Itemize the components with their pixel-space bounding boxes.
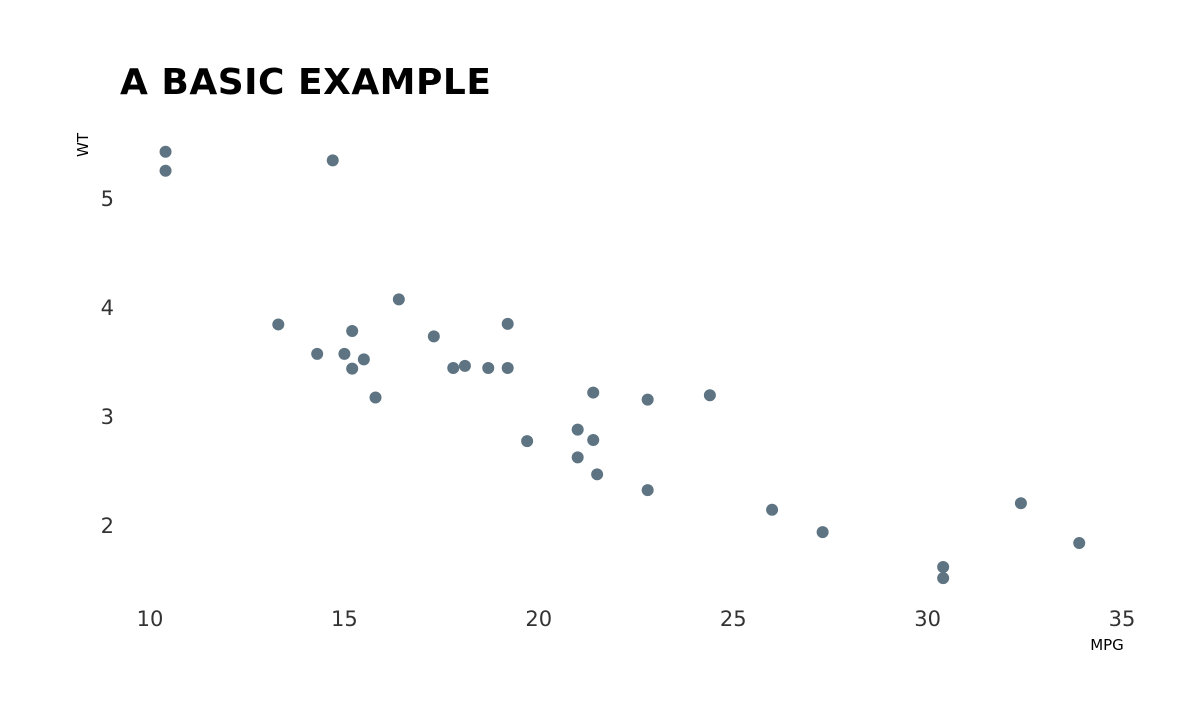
data-point (703, 389, 716, 402)
y-tick-label: 4 (101, 296, 114, 320)
data-point (1014, 497, 1027, 510)
chart-title: A BASIC EXAMPLE (120, 62, 492, 103)
data-point (159, 145, 172, 158)
data-point (587, 433, 600, 446)
x-axis-ticks: 10 15 20 25 30 35 (137, 607, 1136, 631)
data-point (1073, 536, 1086, 549)
data-point (501, 317, 514, 330)
data-point (369, 391, 382, 404)
x-axis-title: MPG (1090, 636, 1124, 654)
data-point (587, 386, 600, 399)
y-tick-label: 5 (101, 187, 114, 211)
data-point (482, 362, 495, 375)
data-point (591, 468, 604, 481)
x-tick-label: 25 (720, 607, 747, 631)
data-point (458, 359, 471, 372)
x-tick-label: 15 (331, 607, 358, 631)
data-point (311, 347, 324, 360)
y-axis-title: WT (74, 132, 92, 157)
data-point (392, 293, 405, 306)
data-point (571, 423, 584, 436)
data-point (766, 503, 779, 516)
data-point (571, 451, 584, 464)
data-point (447, 362, 460, 375)
data-point (326, 154, 339, 167)
data-point (937, 560, 950, 573)
x-tick-label: 35 (1109, 607, 1136, 631)
data-point (501, 362, 514, 375)
y-tick-label: 3 (101, 405, 114, 429)
data-point (521, 435, 534, 448)
data-point (816, 526, 829, 539)
y-axis-ticks: 2 3 4 5 (101, 187, 114, 538)
data-point (338, 347, 351, 360)
y-tick-label: 2 (101, 514, 114, 538)
data-point (641, 484, 654, 497)
data-points (159, 145, 1086, 585)
data-point (937, 572, 950, 585)
x-tick-label: 10 (137, 607, 164, 631)
x-tick-label: 20 (525, 607, 552, 631)
data-point (159, 164, 172, 177)
data-point (357, 353, 370, 366)
x-tick-label: 30 (914, 607, 941, 631)
data-point (346, 362, 359, 375)
data-point (272, 318, 285, 331)
data-point (346, 324, 359, 337)
data-point (641, 393, 654, 406)
data-point (427, 330, 440, 343)
